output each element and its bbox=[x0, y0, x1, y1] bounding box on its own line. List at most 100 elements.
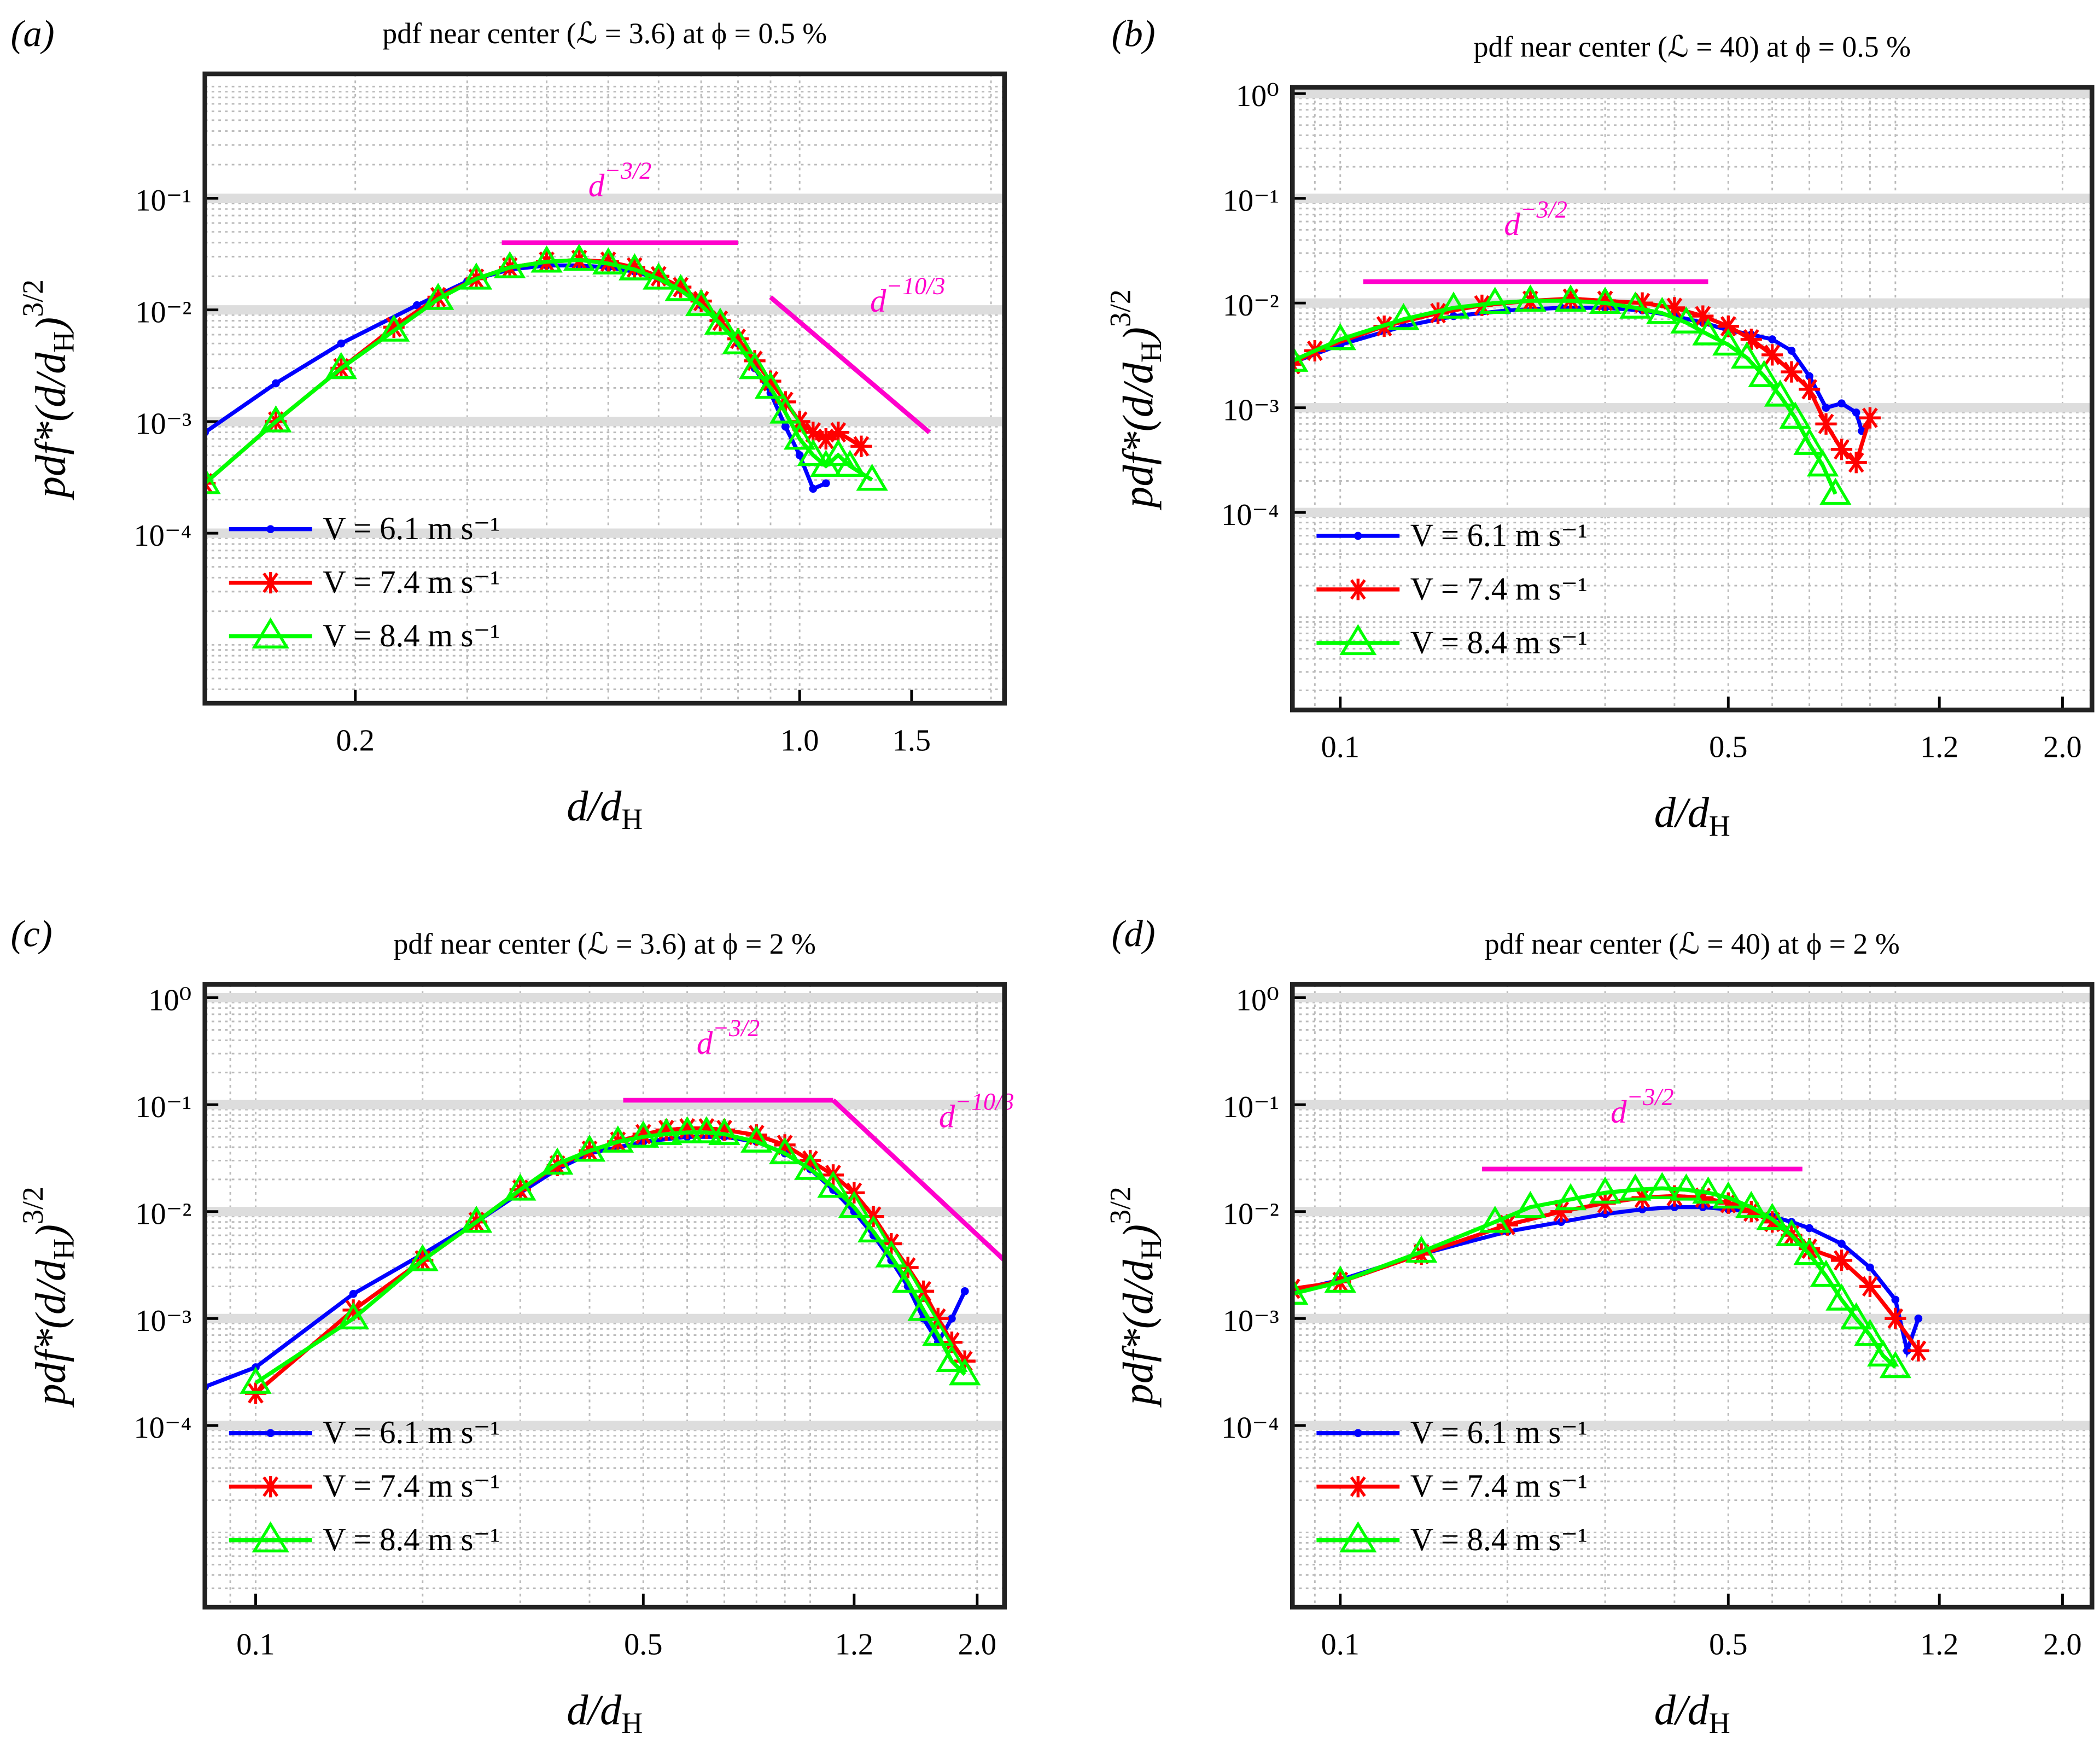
y-axis-label-part: *(d/d bbox=[26, 1259, 74, 1350]
x-tick-label: 0.2 bbox=[336, 723, 374, 757]
marker bbox=[602, 1125, 634, 1153]
marker bbox=[240, 1366, 272, 1394]
y-tick-label: 10⁻² bbox=[135, 295, 191, 329]
marker bbox=[504, 1173, 536, 1201]
legend-label: V = 7.4 m s⁻¹ bbox=[323, 1468, 500, 1504]
marker bbox=[260, 405, 292, 433]
marker bbox=[1514, 1190, 1547, 1218]
panel: 10⁻¹10⁻²10⁻³10⁻⁴0.2 1.0 1.5d−3/2d−10/3V = … bbox=[11, 13, 1007, 836]
reference-label: d−3/2 bbox=[588, 157, 651, 204]
marker bbox=[768, 1137, 801, 1165]
marker bbox=[875, 1240, 907, 1268]
marker bbox=[685, 289, 718, 317]
y-tick-label: 10⁰ bbox=[148, 983, 191, 1017]
y-axis-label-sub: H bbox=[48, 331, 80, 353]
marker bbox=[1768, 335, 1776, 343]
reference-label: d−3/2 bbox=[1611, 1084, 1673, 1130]
x-axis-label-sub: H bbox=[1709, 1707, 1730, 1739]
marker bbox=[1670, 1203, 1679, 1211]
marker bbox=[619, 253, 651, 281]
marker bbox=[272, 379, 280, 388]
marker bbox=[1891, 1295, 1900, 1304]
marker bbox=[650, 1118, 682, 1145]
marker bbox=[1845, 452, 1867, 474]
marker bbox=[494, 251, 526, 278]
marker bbox=[671, 1116, 703, 1143]
marker bbox=[1879, 1351, 1912, 1379]
marker bbox=[1619, 1173, 1652, 1201]
marker bbox=[738, 352, 771, 379]
y-tick-label: 10⁻¹ bbox=[1223, 184, 1279, 218]
marker bbox=[1903, 1346, 1911, 1355]
marker bbox=[740, 1125, 773, 1153]
x-axis-label: d/dH bbox=[1654, 1686, 1730, 1739]
legend-label: V = 6.1 m s⁻¹ bbox=[323, 511, 500, 546]
reference-label-base: d bbox=[870, 283, 886, 319]
reference-label-base: d bbox=[1504, 207, 1520, 243]
marker bbox=[1805, 1224, 1813, 1233]
x-axis-label-main: d/d bbox=[567, 782, 622, 830]
panel: 10⁰ 10⁻¹ 10⁻² 10⁻³ 10⁻⁴ 0.1 0.5 1.2 2.0 d−3/2 V = … bbox=[1104, 13, 2095, 843]
marker bbox=[563, 243, 596, 271]
marker bbox=[1731, 341, 1763, 369]
legend-label: V = 6.1 m s⁻¹ bbox=[1410, 1415, 1588, 1450]
marker bbox=[783, 422, 816, 450]
x-tick-label: 0.5 bbox=[624, 1628, 662, 1662]
marker bbox=[1387, 303, 1420, 330]
x-tick-label: 0.1 bbox=[1321, 1628, 1360, 1662]
marker bbox=[754, 371, 787, 399]
x-tick-label: 0.1 bbox=[236, 1628, 275, 1662]
reference-label-base: d bbox=[1611, 1094, 1627, 1130]
legend-label: V = 8.4 m s⁻¹ bbox=[1410, 1522, 1588, 1557]
x-tick-label: 0.5 bbox=[1709, 731, 1747, 764]
legend-marker bbox=[1354, 1429, 1362, 1438]
y-axis-label: pdf*(d/dH)3/2 bbox=[1104, 289, 1168, 510]
marker bbox=[1830, 1249, 1853, 1271]
marker bbox=[325, 352, 357, 379]
marker bbox=[1735, 1190, 1768, 1218]
marker bbox=[1854, 1318, 1886, 1346]
marker bbox=[337, 1302, 370, 1330]
marker bbox=[1692, 1176, 1724, 1204]
marker bbox=[412, 301, 421, 309]
marker bbox=[1810, 1259, 1842, 1287]
marker bbox=[530, 245, 563, 273]
marker bbox=[573, 1134, 606, 1162]
y-axis-label-sup: 3/2 bbox=[16, 1187, 49, 1224]
panel-label: (d) bbox=[1112, 913, 1156, 954]
marker bbox=[1819, 477, 1852, 505]
panel: 10⁰ 10⁻¹ 10⁻² 10⁻³ 10⁻⁴ 0.1 0.5 1.2 2.0 d−3/2 V = … bbox=[1104, 913, 2095, 1739]
marker bbox=[1324, 1265, 1356, 1293]
panel-label: (c) bbox=[11, 913, 52, 954]
reference-label: d−3/2 bbox=[697, 1015, 760, 1061]
marker bbox=[378, 314, 410, 342]
x-axis-label-sub: H bbox=[621, 803, 643, 836]
marker bbox=[541, 1147, 574, 1175]
marker bbox=[460, 1205, 493, 1233]
marker bbox=[936, 1345, 968, 1372]
marker bbox=[1866, 1263, 1874, 1272]
y-tick-label: 10⁻³ bbox=[1223, 1304, 1279, 1338]
y-tick-label: 10⁻⁴ bbox=[134, 1411, 192, 1445]
x-axis-label-sub: H bbox=[621, 1707, 643, 1739]
chart-title: pdf near center (ℒ = 40) at ϕ = 0.5 % bbox=[1474, 30, 1911, 63]
legend-marker bbox=[1339, 624, 1377, 656]
reference-label-base: d bbox=[588, 168, 605, 203]
legend-label: V = 8.4 m s⁻¹ bbox=[323, 1522, 500, 1557]
legend-label: V = 7.4 m s⁻¹ bbox=[323, 564, 500, 600]
legend-marker bbox=[252, 1521, 289, 1552]
marker bbox=[1670, 1173, 1702, 1201]
y-axis-label-sup: 3/2 bbox=[1104, 289, 1137, 327]
marker bbox=[1554, 1183, 1587, 1211]
y-axis-label-part: *(d/d bbox=[26, 352, 74, 443]
marker bbox=[1550, 1201, 1572, 1223]
marker bbox=[1840, 1302, 1872, 1330]
marker bbox=[1589, 287, 1621, 314]
reference-label-exponent: −3/2 bbox=[713, 1015, 760, 1042]
y-axis-label-part: pdf bbox=[26, 438, 74, 500]
reference-label-exponent: −3/2 bbox=[1627, 1084, 1674, 1111]
plot-area bbox=[1292, 1166, 1929, 1379]
plot-area bbox=[205, 240, 931, 494]
legend-marker bbox=[260, 572, 282, 594]
